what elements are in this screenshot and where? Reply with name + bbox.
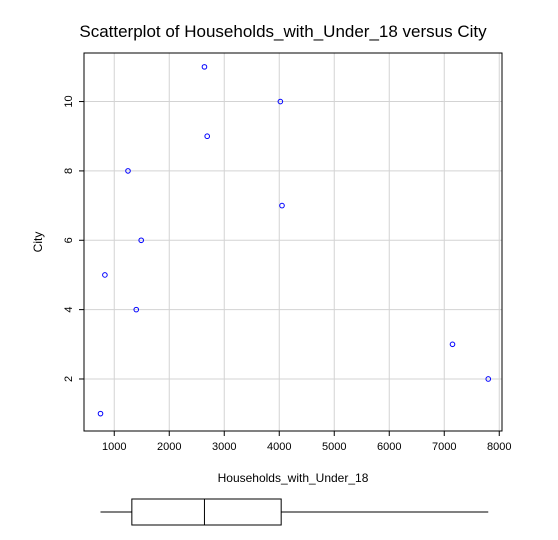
data-point [97,410,104,417]
data-points [97,64,492,417]
y-tick-label: 6 [63,237,75,243]
x-tick-label: 1000 [102,441,126,453]
data-point [485,376,492,382]
plot-frame [83,52,503,432]
y-axis-ticks: 2 4 6 8 10 [63,95,84,382]
x-tick-label: 5000 [322,441,346,453]
y-tick-label: 2 [63,376,75,382]
data-point [204,133,210,140]
y-axis-label: City [31,232,45,253]
x-axis-label: Households_with_Under_18 [218,471,369,485]
data-point [138,237,144,244]
boxplot-box [131,498,282,526]
x-tick-label: 2000 [157,441,181,453]
data-point [125,168,131,174]
x-tick-label: 3000 [212,441,236,453]
data-point [201,64,208,70]
y-tick-label: 4 [63,307,75,313]
data-point [449,341,456,348]
marginal-boxplot [100,498,489,526]
data-point [277,98,284,105]
y-tick-label: 8 [63,168,75,174]
x-axis-ticks: 1000 2000 3000 4000 5000 6000 7000 8000 [102,431,511,453]
x-tick-label: 4000 [267,441,291,453]
data-point [279,202,285,209]
x-tick-label: 6000 [377,441,401,453]
chart-title: Scatterplot of Households_with_Under_18 … [79,22,487,41]
y-tick-label: 10 [63,95,75,107]
data-point [102,272,108,278]
data-point [133,306,140,313]
grid-lines [84,53,502,431]
x-tick-label: 7000 [432,441,456,453]
x-tick-label: 8000 [487,441,511,453]
